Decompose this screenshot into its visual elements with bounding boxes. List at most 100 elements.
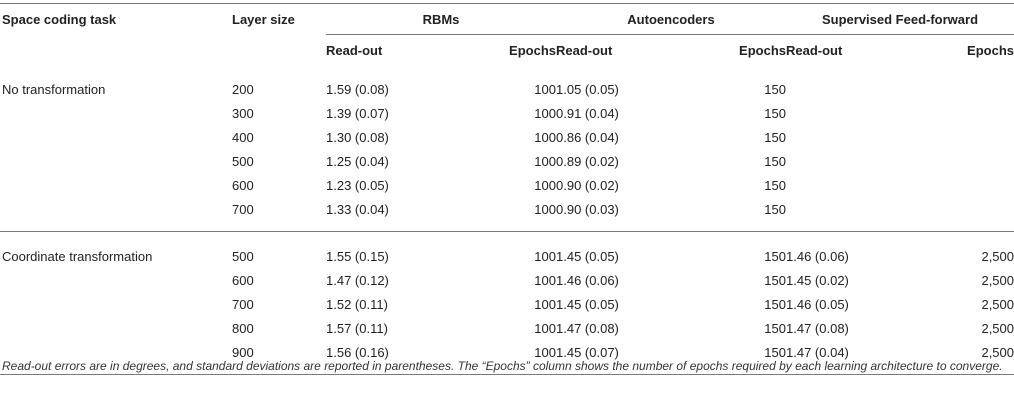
cell-rbm-epochs: 100 — [534, 153, 556, 169]
cell-sff-epochs — [920, 173, 1014, 197]
header-space-coding-task: Space coding task — [2, 11, 117, 27]
section-task-label: Coordinate transformation — [2, 248, 153, 264]
cell-ae-epochs: 150 — [764, 153, 786, 169]
cell-ae-epochs: 150 — [764, 105, 786, 121]
table-row: 500 1.25 (0.04) 100 0.89 (0.02) 150 — [0, 149, 1014, 173]
empty-cell — [0, 268, 232, 292]
table-row: No transformation 200 1.59 (0.08) 100 1.05 (… — [0, 65, 1014, 101]
table-footnote: Read-out errors are in degrees, and stan… — [2, 359, 1003, 373]
cell-sff-epochs — [920, 197, 1014, 232]
cell-rbm-read: 1.25 (0.04) — [326, 153, 389, 169]
cell-sff-epochs: 2,500 — [981, 272, 1014, 288]
cell-sff-read — [786, 65, 920, 101]
header-group-rbms: RBMs — [326, 3, 556, 35]
cell-ae-epochs: 150 — [764, 344, 786, 360]
table-row: 700 1.52 (0.11) 100 1.45 (0.05) 150 1.46 (0.0… — [0, 292, 1014, 316]
header-sff-readout: Read-out — [786, 42, 843, 58]
cell-sff-read: 1.45 (0.02) — [786, 272, 849, 288]
cell-size: 600 — [232, 272, 254, 288]
section-no-transformation: No transformation 200 1.59 (0.08) 100 1.05 (… — [0, 65, 1014, 232]
cell-rbm-read: 1.33 (0.04) — [326, 201, 389, 217]
cell-sff-epochs: 2,500 — [981, 320, 1014, 336]
table-row: 900 1.56 (0.16) 100 1.45 (0.07) 150 1.47 (0.0… — [0, 340, 1014, 375]
cell-ae-read: 1.45 (0.05) — [556, 296, 619, 312]
empty-cell — [0, 101, 232, 125]
empty-cell — [0, 149, 232, 173]
cell-rbm-read: 1.57 (0.11) — [326, 320, 388, 336]
cell-rbm-read: 1.39 (0.07) — [326, 105, 389, 121]
header-group-supervised-feed-forward: Supervised Feed-forward — [786, 3, 1014, 35]
cell-ae-epochs: 150 — [764, 320, 786, 336]
cell-sff-read — [786, 101, 920, 125]
cell-size: 900 — [232, 344, 254, 360]
cell-sff-read: 1.46 (0.06) — [786, 248, 849, 264]
cell-size: 700 — [232, 296, 254, 312]
table-row: 800 1.57 (0.11) 100 1.47 (0.08) 150 1.47 (0.0… — [0, 316, 1014, 340]
table-row: 300 1.39 (0.07) 100 0.91 (0.04) 150 — [0, 101, 1014, 125]
header-ae-readout: Read-out — [556, 42, 613, 58]
results-table: Space coding task Layer size RBMs Autoen… — [0, 3, 1014, 375]
cell-ae-read: 1.45 (0.07) — [556, 344, 619, 360]
cell-ae-epochs: 150 — [764, 272, 786, 288]
cell-ae-read: 1.46 (0.06) — [556, 272, 619, 288]
cell-ae-read: 0.90 (0.03) — [556, 201, 619, 217]
cell-size: 300 — [232, 105, 254, 121]
cell-ae-read: 0.86 (0.04) — [556, 129, 619, 145]
header-layer-size: Layer size — [232, 11, 295, 27]
cell-ae-read: 0.89 (0.02) — [556, 153, 619, 169]
table-row: Coordinate transformation 500 1.55 (0.15) 1… — [0, 231, 1014, 269]
cell-ae-epochs: 150 — [764, 248, 786, 264]
cell-sff-epochs: 2,500 — [981, 344, 1014, 360]
cell-sff-read — [786, 197, 920, 232]
cell-rbm-read: 1.52 (0.11) — [326, 296, 388, 312]
cell-size: 600 — [232, 177, 254, 193]
cell-ae-read: 1.05 (0.05) — [556, 81, 619, 97]
cell-sff-read: 1.47 (0.04) — [786, 344, 849, 360]
cell-ae-read: 0.91 (0.04) — [556, 105, 619, 121]
header-ae-epochs: Epochs — [739, 42, 786, 58]
empty-cell — [0, 292, 232, 316]
cell-size: 700 — [232, 201, 254, 217]
cell-rbm-read: 1.56 (0.16) — [326, 344, 389, 360]
cell-rbm-epochs: 100 — [534, 296, 556, 312]
cell-sff-epochs — [920, 101, 1014, 125]
cell-sff-epochs: 2,500 — [981, 248, 1014, 264]
header-blank — [0, 35, 232, 66]
cell-ae-read: 0.90 (0.02) — [556, 177, 619, 193]
cell-ae-read: 1.47 (0.08) — [556, 320, 619, 336]
header-group-autoencoders: Autoencoders — [556, 3, 786, 35]
cell-ae-read: 1.45 (0.05) — [556, 248, 619, 264]
cell-ae-epochs: 150 — [764, 201, 786, 217]
cell-sff-epochs — [920, 149, 1014, 173]
cell-rbm-read: 1.59 (0.08) — [326, 81, 389, 97]
cell-rbm-epochs: 100 — [534, 320, 556, 336]
cell-ae-epochs: 150 — [764, 296, 786, 312]
cell-sff-epochs — [920, 65, 1014, 101]
header-rbm-epochs: Epochs — [509, 42, 556, 58]
cell-size: 200 — [232, 81, 254, 97]
section-coordinate-transformation: Coordinate transformation 500 1.55 (0.15) 1… — [0, 231, 1014, 375]
cell-sff-read — [786, 173, 920, 197]
cell-sff-epochs: 2,500 — [981, 296, 1014, 312]
table-row: 400 1.30 (0.08) 100 0.86 (0.04) 150 — [0, 125, 1014, 149]
cell-rbm-epochs: 100 — [534, 248, 556, 264]
cell-rbm-read: 1.30 (0.08) — [326, 129, 389, 145]
cell-sff-epochs — [920, 125, 1014, 149]
cell-rbm-epochs: 100 — [534, 129, 556, 145]
table-row: 700 1.33 (0.04) 100 0.90 (0.03) 150 — [0, 197, 1014, 232]
cell-size: 800 — [232, 320, 254, 336]
cell-ae-epochs: 150 — [764, 177, 786, 193]
cell-sff-read — [786, 149, 920, 173]
header-sff-epochs: Epochs — [967, 42, 1014, 58]
empty-cell — [0, 316, 232, 340]
cell-ae-epochs: 150 — [764, 129, 786, 145]
table-row: 600 1.47 (0.12) 100 1.46 (0.06) 150 1.45 (0.0… — [0, 268, 1014, 292]
empty-cell — [0, 173, 232, 197]
empty-cell — [0, 125, 232, 149]
empty-cell — [0, 197, 232, 232]
cell-rbm-read: 1.23 (0.05) — [326, 177, 389, 193]
cell-rbm-read: 1.55 (0.15) — [326, 248, 389, 264]
cell-rbm-epochs: 100 — [534, 177, 556, 193]
cell-sff-read: 1.47 (0.08) — [786, 320, 849, 336]
